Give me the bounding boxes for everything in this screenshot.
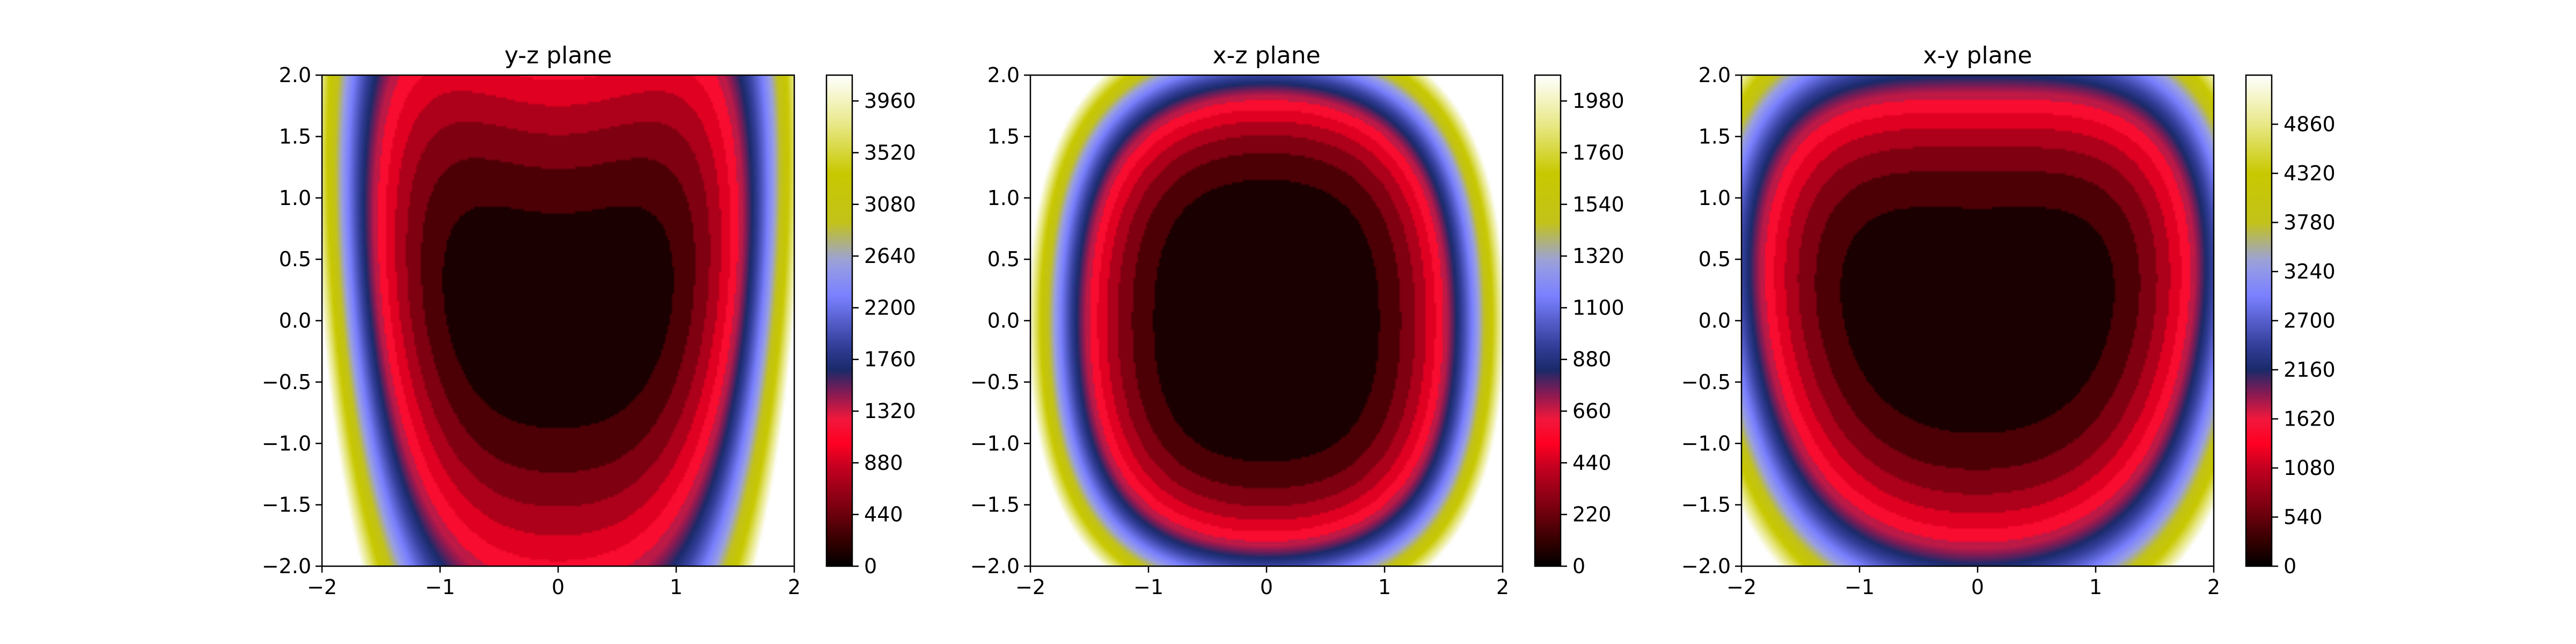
colorbar-tick-label: 1080 xyxy=(2284,456,2336,480)
panel-title: y-z plane xyxy=(504,42,612,69)
y-tick-label: −0.5 xyxy=(970,370,1020,394)
x-tick-label: 1 xyxy=(2089,575,2102,599)
heatmap-xy xyxy=(1741,75,2214,566)
y-tick-label: 1.5 xyxy=(1699,125,1731,148)
y-tick-label: −1.5 xyxy=(1681,493,1731,517)
colorbar-tick-label: 4320 xyxy=(2284,162,2336,185)
panel-title: x-z plane xyxy=(1212,42,1320,69)
colorbar-tick-label: 2640 xyxy=(864,244,916,268)
y-tick-label: −2.0 xyxy=(970,554,1020,578)
x-tick-label: 2 xyxy=(2207,575,2220,599)
y-tick-label: −1.5 xyxy=(262,493,311,517)
x-tick-label: 0 xyxy=(552,575,565,599)
y-tick-label: 0.5 xyxy=(279,247,311,271)
colorbar-tick-label: 1760 xyxy=(1572,141,1624,164)
y-tick-label: −1.0 xyxy=(970,431,1020,455)
colorbar-tick-label: 0 xyxy=(2284,554,2296,578)
y-tick-label: 1.0 xyxy=(1699,186,1731,210)
colorbar-tick-label: 2160 xyxy=(2284,358,2336,382)
colorbar-tick-label: 440 xyxy=(864,503,903,526)
colorbar-tick-label: 220 xyxy=(1572,503,1612,526)
x-tick-label: −1 xyxy=(1133,575,1163,599)
colorbar-tick-label: 3960 xyxy=(864,89,916,113)
y-tick-label: 0.0 xyxy=(987,309,1020,333)
colorbar-tick-label: 3780 xyxy=(2284,211,2336,235)
colorbar-tick-label: 3520 xyxy=(864,141,916,164)
panel-yz: y-z plane −2 −1 0 1 2 −2.0 −1.5 −1.0 −0.5 0.0 0.5 1.… xyxy=(262,42,916,599)
colorbar-tick-label: 540 xyxy=(2284,506,2323,529)
y-tick-label: −2.0 xyxy=(1681,554,1731,578)
y-tick-label: −1.0 xyxy=(262,431,311,455)
y-tick-label: 1.5 xyxy=(279,125,311,148)
panel-xy: x-y plane −2 −1 0 1 2 −2.0 −1.5 −1.0 −0.5 0.0 0.5 1.… xyxy=(1681,42,2336,599)
heatmap-yz xyxy=(322,75,794,566)
x-tick-label: −2 xyxy=(307,575,337,599)
colorbar-tick-label: 3080 xyxy=(864,193,916,216)
y-tick-label: 2.0 xyxy=(1699,63,1731,87)
y-tick-label: −0.5 xyxy=(262,370,311,394)
y-tick-label: 2.0 xyxy=(279,63,311,87)
colorbar-tick-label: 0 xyxy=(864,554,877,578)
colorbar-tick-label: 1320 xyxy=(1572,244,1624,268)
colorbar-tick-label: 4860 xyxy=(2284,113,2336,136)
y-tick-label: 1.0 xyxy=(987,186,1020,210)
panel-xz: x-z plane −2 −1 0 1 2 −2.0 −1.5 −1.0 −0.5 0.0 0.5 1.… xyxy=(970,42,1624,599)
colorbar-tick-label: 2700 xyxy=(2284,309,2336,333)
colorbar-tick-label: 880 xyxy=(1572,348,1612,371)
colorbar-tick-label: 2200 xyxy=(864,296,916,319)
x-tick-label: 2 xyxy=(788,575,801,599)
colorbar xyxy=(1534,74,1562,567)
colorbar-tick-label: 3240 xyxy=(2284,260,2336,283)
colorbar-tick-label: 1100 xyxy=(1572,296,1624,319)
y-tick-label: −0.5 xyxy=(1681,370,1731,394)
x-tick-label: −2 xyxy=(1015,575,1045,599)
y-tick-label: 1.5 xyxy=(987,125,1020,148)
x-tick-label: 0 xyxy=(1260,575,1273,599)
y-tick-label: −2.0 xyxy=(262,554,311,578)
colorbar-tick-label: 1620 xyxy=(2284,407,2336,431)
heatmap-xz xyxy=(1030,75,1503,566)
x-tick-label: 0 xyxy=(1971,575,1984,599)
colorbar-tick-label: 1760 xyxy=(864,348,916,371)
colorbar xyxy=(2245,74,2273,567)
colorbar-tick-label: 1980 xyxy=(1572,89,1624,113)
x-tick-label: 1 xyxy=(670,575,683,599)
y-tick-label: 2.0 xyxy=(987,63,1020,87)
colorbar-tick-label: 440 xyxy=(1572,451,1612,474)
colorbar-tick-label: 880 xyxy=(864,451,903,474)
y-tick-label: 0.0 xyxy=(279,309,311,333)
x-tick-label: −1 xyxy=(1845,575,1875,599)
x-tick-label: −1 xyxy=(425,575,455,599)
y-tick-label: −1.5 xyxy=(970,493,1020,517)
y-tick-label: 0.0 xyxy=(1699,309,1731,333)
y-tick-label: 1.0 xyxy=(279,186,311,210)
x-tick-label: 2 xyxy=(1496,575,1509,599)
panel-title: x-y plane xyxy=(1923,42,2032,69)
x-tick-label: −2 xyxy=(1726,575,1757,599)
y-tick-label: 0.5 xyxy=(987,247,1020,271)
colorbar-tick-label: 660 xyxy=(1572,399,1612,423)
colorbar-tick-label: 1540 xyxy=(1572,193,1624,216)
y-tick-label: −1.0 xyxy=(1681,431,1731,455)
colorbar-tick-label: 1320 xyxy=(864,399,916,423)
colorbar xyxy=(825,74,853,567)
colorbar-tick-label: 0 xyxy=(1572,554,1585,578)
x-tick-label: 1 xyxy=(1378,575,1391,599)
y-tick-label: 0.5 xyxy=(1699,247,1731,271)
